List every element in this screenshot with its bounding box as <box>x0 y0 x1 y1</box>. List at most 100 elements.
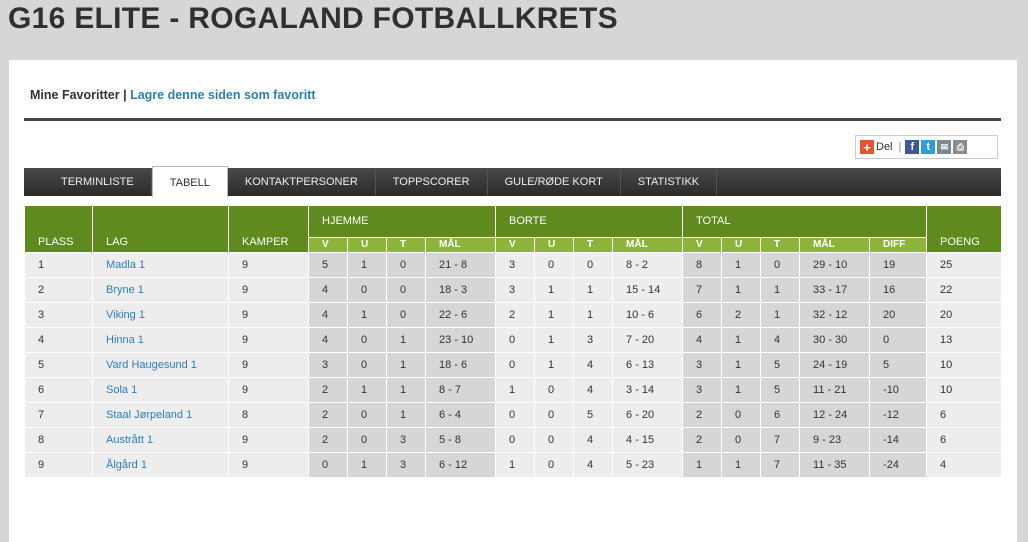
table-cell: 9 <box>228 452 309 478</box>
tab-statistikk[interactable]: STATISTIKK <box>621 168 718 196</box>
table-cell: 0 <box>869 327 928 353</box>
table-cell: 3 <box>682 352 723 378</box>
table-cell: 6 <box>682 302 723 328</box>
team-link[interactable]: Ålgård 1 <box>92 452 229 478</box>
header-u: U <box>347 236 387 254</box>
share-separator: | <box>898 141 902 153</box>
league-table: PLASS LAG KAMPER HJEMME BORTE TOTAL POEN… <box>24 205 1003 478</box>
table-cell: 1 <box>534 302 575 328</box>
table-cell: 0 <box>721 402 762 428</box>
tab-toppscorer[interactable]: TOPPSCORER <box>376 168 488 196</box>
table-cell: 0 <box>347 427 387 453</box>
team-link[interactable]: Madla 1 <box>92 252 229 278</box>
table-cell: 3 <box>682 377 723 403</box>
table-cell: 3 <box>386 427 426 453</box>
table-cell: 6 - 13 <box>612 352 684 378</box>
header-mal: MÅL <box>799 236 871 254</box>
table-cell: 1 <box>386 402 426 428</box>
plus-icon[interactable]: + <box>860 140 874 155</box>
table-cell: 2 <box>495 302 536 328</box>
table-cell: 4 <box>308 277 348 303</box>
table-cell: 1 <box>347 377 387 403</box>
table-cell: 8 <box>228 402 309 428</box>
facebook-icon[interactable]: f <box>905 140 920 154</box>
table-cell: 6 <box>24 377 93 403</box>
table-cell: 0 <box>386 277 426 303</box>
table-cell: 0 <box>534 402 575 428</box>
table-cell: 1 <box>721 277 762 303</box>
twitter-icon[interactable]: t <box>921 140 936 154</box>
email-icon[interactable]: ✉ <box>937 140 952 154</box>
table-cell: 4 <box>573 352 614 378</box>
team-link[interactable]: Staal Jørpeland 1 <box>92 402 229 428</box>
table-cell: 1 <box>721 377 762 403</box>
team-link[interactable]: Austrått 1 <box>92 427 229 453</box>
table-cell: 0 <box>534 427 575 453</box>
table-cell: 1 <box>534 277 575 303</box>
header-t: T <box>573 236 614 254</box>
header-t: T <box>386 236 426 254</box>
tab-gule-rode-kort[interactable]: GULE/RØDE KORT <box>488 168 621 196</box>
team-link[interactable]: Vard Haugesund 1 <box>92 352 229 378</box>
share-label[interactable]: Del <box>876 141 893 153</box>
table-cell: 1 <box>534 352 575 378</box>
table-cell: 7 <box>682 277 723 303</box>
team-link[interactable]: Viking 1 <box>92 302 229 328</box>
table-cell: 1 <box>721 352 762 378</box>
table-cell: 33 - 17 <box>799 277 871 303</box>
table-cell: 9 <box>228 427 309 453</box>
team-link[interactable]: Sola 1 <box>92 377 229 403</box>
table-cell: 8 - 2 <box>612 252 684 278</box>
table-cell: 8 <box>24 427 93 453</box>
table-cell: -14 <box>869 427 928 453</box>
table-cell: 0 <box>760 252 801 278</box>
save-favorite-link[interactable]: Lagre denne siden som favoritt <box>130 88 316 102</box>
table-cell: 0 <box>495 352 536 378</box>
table-cell: 20 <box>926 302 1003 328</box>
header-plass: PLASS <box>24 205 93 253</box>
table-cell: 5 <box>760 377 801 403</box>
team-link[interactable]: Hinna 1 <box>92 327 229 353</box>
table-row: 4 Hinna 1 9 4 0 1 23 - 10 0 1 3 7 - 20 4 1 4 30 - 30 0 1… <box>24 327 1003 353</box>
header-v: V <box>308 236 348 254</box>
table-cell: 4 <box>760 327 801 353</box>
table-cell: 4 <box>573 427 614 453</box>
table-cell: 1 <box>721 452 762 478</box>
table-cell: 10 - 6 <box>612 302 684 328</box>
table-cell: 0 <box>347 402 387 428</box>
table-cell: 12 - 24 <box>799 402 871 428</box>
favorites-label[interactable]: Mine Favoritter <box>30 88 120 102</box>
header-u: U <box>721 236 762 254</box>
header-mal: MÅL <box>424 236 497 254</box>
table-cell: 10 <box>926 352 1003 378</box>
table-cell: 4 <box>308 302 348 328</box>
tab-kontaktpersoner[interactable]: KONTAKTPERSONER <box>228 168 376 196</box>
table-cell: 1 <box>495 452 536 478</box>
tab-terminliste[interactable]: TERMINLISTE <box>24 168 152 196</box>
table-cell: 1 <box>682 452 723 478</box>
header-lag: LAG <box>92 205 229 253</box>
tab-tabell[interactable]: TABELL <box>151 166 228 197</box>
table-cell: 3 <box>308 352 348 378</box>
table-cell: 22 <box>926 277 1003 303</box>
table-cell: 11 - 21 <box>799 377 871 403</box>
divider <box>24 118 1001 121</box>
table-cell: 6 <box>760 402 801 428</box>
table-cell: 6 - 12 <box>424 452 497 478</box>
print-icon[interactable]: ⎙ <box>953 140 968 154</box>
favorites-separator: | <box>123 88 127 102</box>
table-cell: 4 <box>573 377 614 403</box>
table-cell: 0 <box>495 327 536 353</box>
table-cell: 2 <box>308 402 348 428</box>
team-link[interactable]: Bryne 1 <box>92 277 229 303</box>
table-cell: 3 <box>24 302 93 328</box>
table-cell: 16 <box>869 277 928 303</box>
table-cell: 21 - 8 <box>424 252 497 278</box>
table-cell: 1 <box>573 277 614 303</box>
table-cell: 7 - 20 <box>612 327 684 353</box>
table-cell: 13 <box>926 327 1003 353</box>
table-cell: 7 <box>760 427 801 453</box>
table-cell: 3 - 14 <box>612 377 684 403</box>
